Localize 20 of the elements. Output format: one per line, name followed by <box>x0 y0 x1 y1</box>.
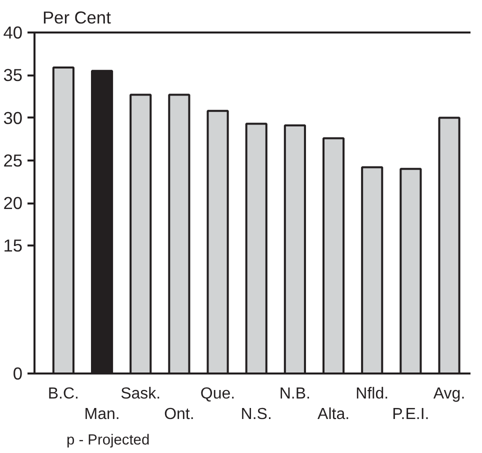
y-tick-label: 0 <box>12 364 23 384</box>
y-axis-title: Per Cent <box>42 8 112 28</box>
x-tick-label: Sask. <box>120 386 161 402</box>
x-tick-label: Alta. <box>318 406 350 423</box>
x-tick-label: N.S. <box>240 406 272 423</box>
text: p - Projected <box>66 432 150 448</box>
x-tick-label: B.C. <box>48 386 80 402</box>
x-tick-label: Avg. <box>433 386 466 402</box>
x-tick-label: P.E.I. <box>392 406 430 423</box>
y-tick-label: 20 <box>3 193 23 213</box>
x-tick-label: Man. <box>84 406 120 423</box>
y-tick-label: 15 <box>3 236 23 256</box>
y-tick-label: 40 <box>3 22 23 42</box>
x-tick-label: Ont. <box>164 406 194 423</box>
y-tick-label: 30 <box>3 108 23 128</box>
x-tick-label: Que. <box>200 386 236 402</box>
y-tick-label: 35 <box>3 65 23 86</box>
x-tick-label: Nfld. <box>356 386 389 402</box>
y-tick-label: 25 <box>3 150 23 170</box>
x-tick-label: N.B. <box>279 386 311 402</box>
